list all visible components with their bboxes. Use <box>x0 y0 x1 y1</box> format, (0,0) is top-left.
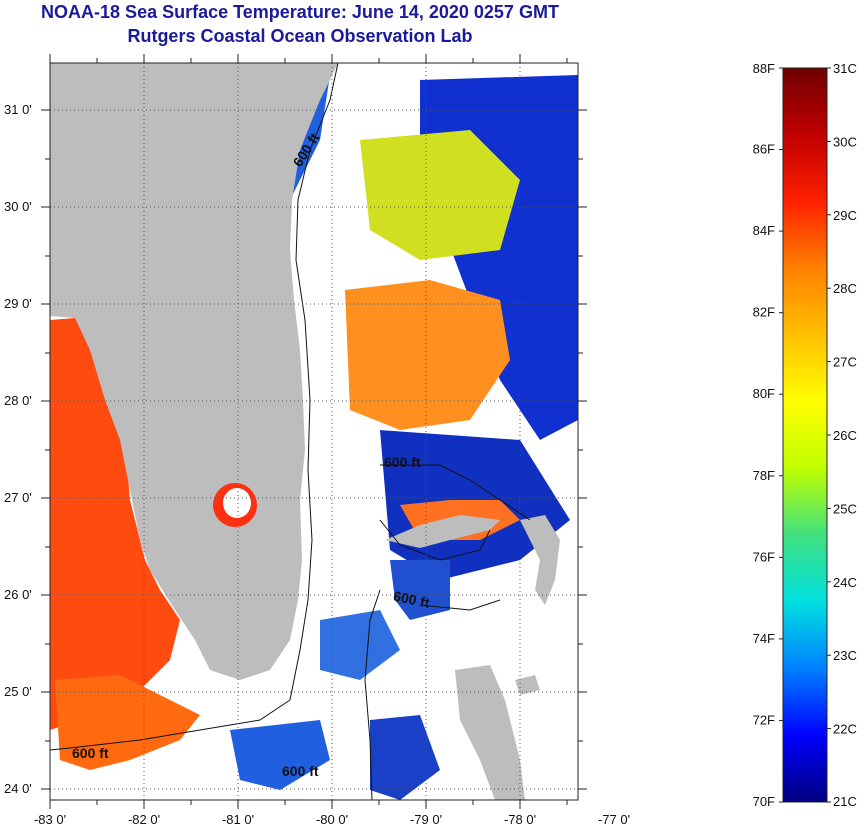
latitude-label: 31 0' <box>4 102 32 117</box>
latitude-label: 24 0' <box>4 781 32 796</box>
longitude-label: -77 0' <box>598 812 630 827</box>
andros-island <box>455 665 525 800</box>
gulf-warm-water <box>50 318 180 730</box>
gulf-warm-water-south <box>55 675 200 770</box>
celsius-label: 28C <box>833 281 857 296</box>
celsius-label: 21C <box>833 794 857 809</box>
celsius-label: 29C <box>833 208 857 223</box>
fahrenheit-label: 76F <box>753 549 775 564</box>
latitude-label: 28 0' <box>4 393 32 408</box>
celsius-label: 26C <box>833 428 857 443</box>
isobath-line <box>364 589 381 800</box>
latitude-label: 29 0' <box>4 296 32 311</box>
celsius-label: 31C <box>833 61 857 76</box>
map-subtitle: Rutgers Coastal Ocean Observation Lab <box>127 26 473 46</box>
colorbar-scale <box>782 67 828 803</box>
longitude-label: -79 0' <box>410 812 442 827</box>
isobath-label: 600 ft <box>384 454 421 470</box>
latitude-label: 26 0' <box>4 587 32 602</box>
fahrenheit-label: 88F <box>753 61 775 76</box>
fahrenheit-label: 78F <box>753 468 775 483</box>
isobath-line <box>379 519 491 561</box>
sst-patch-south-east <box>370 715 440 800</box>
graticule <box>50 63 578 800</box>
celsius-label: 27C <box>833 355 857 370</box>
sst-patch-mid-warm <box>345 280 510 430</box>
sst-patch-straits <box>320 610 400 680</box>
abaco-island <box>520 515 560 605</box>
isobath-line <box>380 464 531 521</box>
bimini-island <box>515 675 540 695</box>
fahrenheit-label: 70F <box>753 794 775 809</box>
fahrenheit-label: 74F <box>753 631 775 646</box>
longitude-label: -78 0' <box>504 812 536 827</box>
fahrenheit-label: 80F <box>753 386 775 401</box>
fahrenheit-label: 84F <box>753 223 775 238</box>
longitude-label: -82 0' <box>128 812 160 827</box>
longitude-label: -83 0' <box>34 812 66 827</box>
celsius-label: 22C <box>833 722 857 737</box>
celsius-label: 25C <box>833 501 857 516</box>
map-frame <box>49 62 579 801</box>
sst-patch-keys <box>230 720 330 790</box>
latitude-label: 30 0' <box>4 199 32 214</box>
colorbar: 88F 86F 84F 82F 80F 78F 76F 74F 72F 70F 31C 30C 29C 2… <box>753 61 857 809</box>
celsius-label: 30C <box>833 134 857 149</box>
isobath-line <box>50 63 339 751</box>
fahrenheit-label: 82F <box>753 305 775 320</box>
celsius-label: 23C <box>833 648 857 663</box>
isobath-line <box>419 599 501 611</box>
map-area <box>50 63 578 800</box>
isobath-label: 600 ft <box>392 588 431 611</box>
latitude-label: 25 0' <box>4 684 32 699</box>
grand-bahama-island <box>385 515 500 548</box>
isobath-label: 600 ft <box>282 763 319 779</box>
longitude-label: -80 0' <box>316 812 348 827</box>
lake-cloud <box>223 488 251 518</box>
longitude-label: -81 0' <box>222 812 254 827</box>
sst-patch-bahamas-south <box>390 560 450 620</box>
latitude-ticks: 31 0' 30 0' 29 0' 28 0' 27 0' 26 0' 25 0' 24 0' <box>4 102 587 796</box>
sst-patch-yellow <box>360 130 520 260</box>
map-title: NOAA-18 Sea Surface Temperature: June 14… <box>41 2 559 22</box>
isobath-label: 600 ft <box>72 745 109 761</box>
fahrenheit-label: 86F <box>753 142 775 157</box>
latitude-label: 27 0' <box>4 490 32 505</box>
florida-land <box>50 63 338 680</box>
celsius-label: 24C <box>833 575 857 590</box>
fahrenheit-label: 72F <box>753 712 775 727</box>
longitude-ticks: -83 0' -82 0' -81 0' -80 0' -79 0' -78 0' -77 … <box>34 54 630 827</box>
